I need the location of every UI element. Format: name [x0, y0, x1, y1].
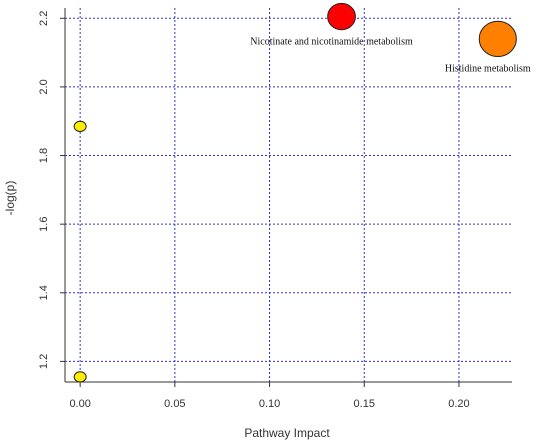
y-axis-title: -log(p) — [3, 181, 17, 216]
y-tick-label: 1.2 — [38, 354, 50, 369]
axes: 0.00 0.05 0.10 0.15 0.20 1.2 1.4 1.6 1.8 2.0 2.2 — [38, 8, 512, 410]
point-labels: Nicotinate and nicotinamide metabolism Hi… — [250, 36, 531, 74]
x-tick-label: 0.05 — [164, 398, 185, 410]
data-point — [327, 2, 356, 31]
data-point — [478, 20, 517, 58]
grid-lines — [65, 8, 512, 382]
x-tick-label: 0.20 — [448, 398, 469, 410]
point-label: Histidine metabolism — [445, 63, 531, 74]
x-tick-label: 0.10 — [259, 398, 280, 410]
y-tick-label: 1.6 — [38, 217, 50, 232]
y-tick-label: 1.8 — [38, 148, 50, 163]
x-axis-title: Pathway Impact — [244, 426, 330, 440]
x-tick-label: 0.00 — [69, 398, 90, 410]
y-tick-label: 1.4 — [38, 285, 50, 300]
point-label: Nicotinate and nicotinamide metabolism — [250, 36, 413, 47]
y-tick-label: 2.2 — [38, 11, 50, 26]
data-points — [73, 2, 517, 383]
y-tick-label: 2.0 — [38, 79, 50, 94]
data-point — [73, 371, 87, 383]
x-tick-label: 0.15 — [354, 398, 375, 410]
data-point — [73, 120, 87, 132]
